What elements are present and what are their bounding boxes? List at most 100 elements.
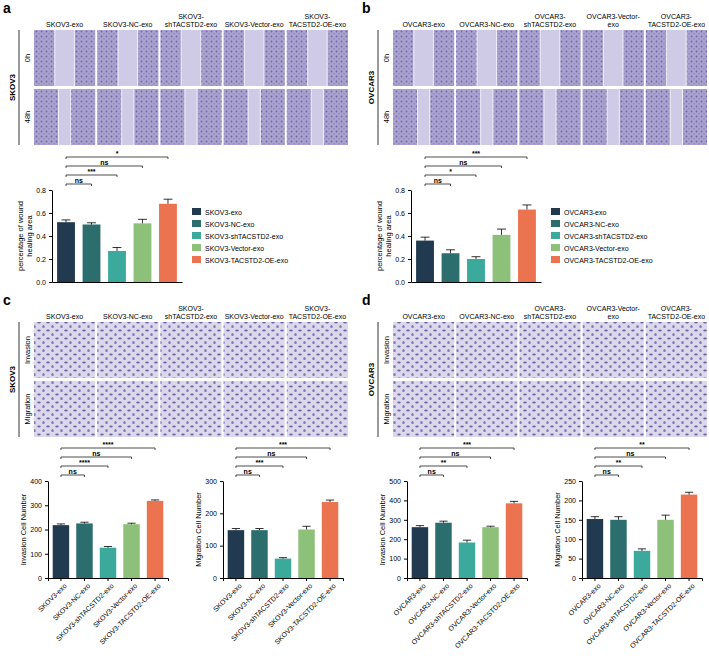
micrograph-texture [393,89,454,145]
y-tick: 200 [564,497,582,504]
column-header: OVCAR3-TACSTD2-OE-exo [648,13,706,28]
bar [298,530,314,579]
y-tick: 0 [572,575,582,582]
error-bar [302,526,310,529]
error-bar [685,492,693,494]
wound-gap [248,89,260,145]
x-tick: OVCAR3-Vector-exo [622,578,673,633]
cell-line-bracket [378,30,379,145]
bar [412,527,428,578]
significance-bracket [236,475,260,477]
significance-bracket [66,166,142,168]
column-header: OVCAR3-exo [402,21,445,28]
y-tick-label: 500 [389,478,401,485]
column-header: OVCAR3-Vector-exo [587,305,641,320]
bar [467,259,485,282]
y-tick-mark [408,236,411,237]
x-tick: SKOV3-TACSTD2-OE-exo [273,578,337,646]
y-tick: 150 [564,517,582,524]
column-header: OVCAR3-NC-exo [459,313,514,320]
y-tick-mark [404,520,407,521]
bar [482,527,498,578]
column-header: SKOV3-TACSTD2-OE-exo [289,305,347,320]
micrograph-texture [519,322,580,378]
wound-edge [200,30,201,86]
micrograph [34,381,95,437]
micrograph-texture [224,381,285,437]
y-tick-label: 0.8 [36,187,46,194]
x-tick-mark [689,578,690,581]
row-label: Invasion [23,336,32,364]
wound-gap [185,89,197,145]
bar [76,523,92,578]
plot-marks [587,492,698,578]
micrograph-texture [34,30,95,86]
y-axis: 0100200300400 [30,478,48,582]
significance-label: *** [472,150,480,157]
y-tick-mark [579,578,582,579]
y-tick-label: 300 [30,502,42,509]
bar [493,235,511,282]
significance-label: *** [279,441,287,448]
x-axis [412,282,542,283]
y-tick-mark [45,481,48,482]
y-tick: 0.8 [395,187,411,194]
significance-bracket [236,457,307,459]
micrograph-texture [287,322,348,378]
plot-marks [416,205,536,282]
wound-gap [544,89,556,145]
significance-label: *** [87,168,95,175]
significance-bracket [61,448,155,450]
x-tick-mark [235,578,236,581]
y-tick-label: 250 [564,478,576,485]
significance-bracket [61,466,108,468]
bar-chart: 0100200300400500OVCAR3-exoOVCAR3-NC-exoO… [378,441,528,650]
y-tick: 0.2 [395,256,411,263]
y-tick-label: 0.6 [36,210,46,217]
wound-gap [118,30,138,86]
micrograph [646,89,707,145]
y-tick-mark [220,546,223,547]
micrograph-texture [287,30,348,86]
wound-edge [496,30,497,86]
x-tick-label: OVCAR3-NC-exo [582,582,626,626]
error-bar [113,248,122,251]
micrograph-texture [646,322,707,378]
column-header: SKOV3-exo [46,21,83,28]
micrograph [287,322,348,378]
column-header: OVCAR3-exo [402,313,445,320]
bar-chart: 0.00.20.40.60.8percentage of woundhealin… [375,150,652,286]
y-axis: 0100200300400500 [389,478,407,582]
significance-bracket [425,166,501,168]
y-tick-label: 400 [389,497,401,504]
significance-bracket [595,475,619,477]
bar [657,520,673,578]
significance-bracket [236,466,283,468]
wound-edge [184,89,185,145]
wound-edge [181,30,182,86]
y-axis: 0100200300 [205,478,223,582]
error-bar [472,257,481,259]
bar [681,495,697,578]
y-tick-mark [579,481,582,482]
error-bar [255,529,263,531]
micrograph-texture [34,381,95,437]
micrograph [583,381,644,437]
y-tick-mark [579,539,582,540]
micrograph [287,89,348,145]
wound-edge [682,89,683,145]
y-tick: 200 [30,526,48,533]
wound-edge [492,89,493,145]
wound-edge [413,30,414,86]
bar [83,225,101,283]
bar [322,502,338,578]
wound-edge [70,89,71,145]
y-tick-label: 50 [568,555,576,562]
significance-label: * [116,150,119,157]
y-tick: 300 [205,478,223,485]
x-axis: SKOV3-exoSKOV3-NC-exoSKOV3-shTACSTD2-exo… [212,578,344,646]
micrograph-texture [456,322,517,378]
significance-bracket [420,448,514,450]
error-bar [138,219,147,223]
y-tick-mark [579,500,582,501]
